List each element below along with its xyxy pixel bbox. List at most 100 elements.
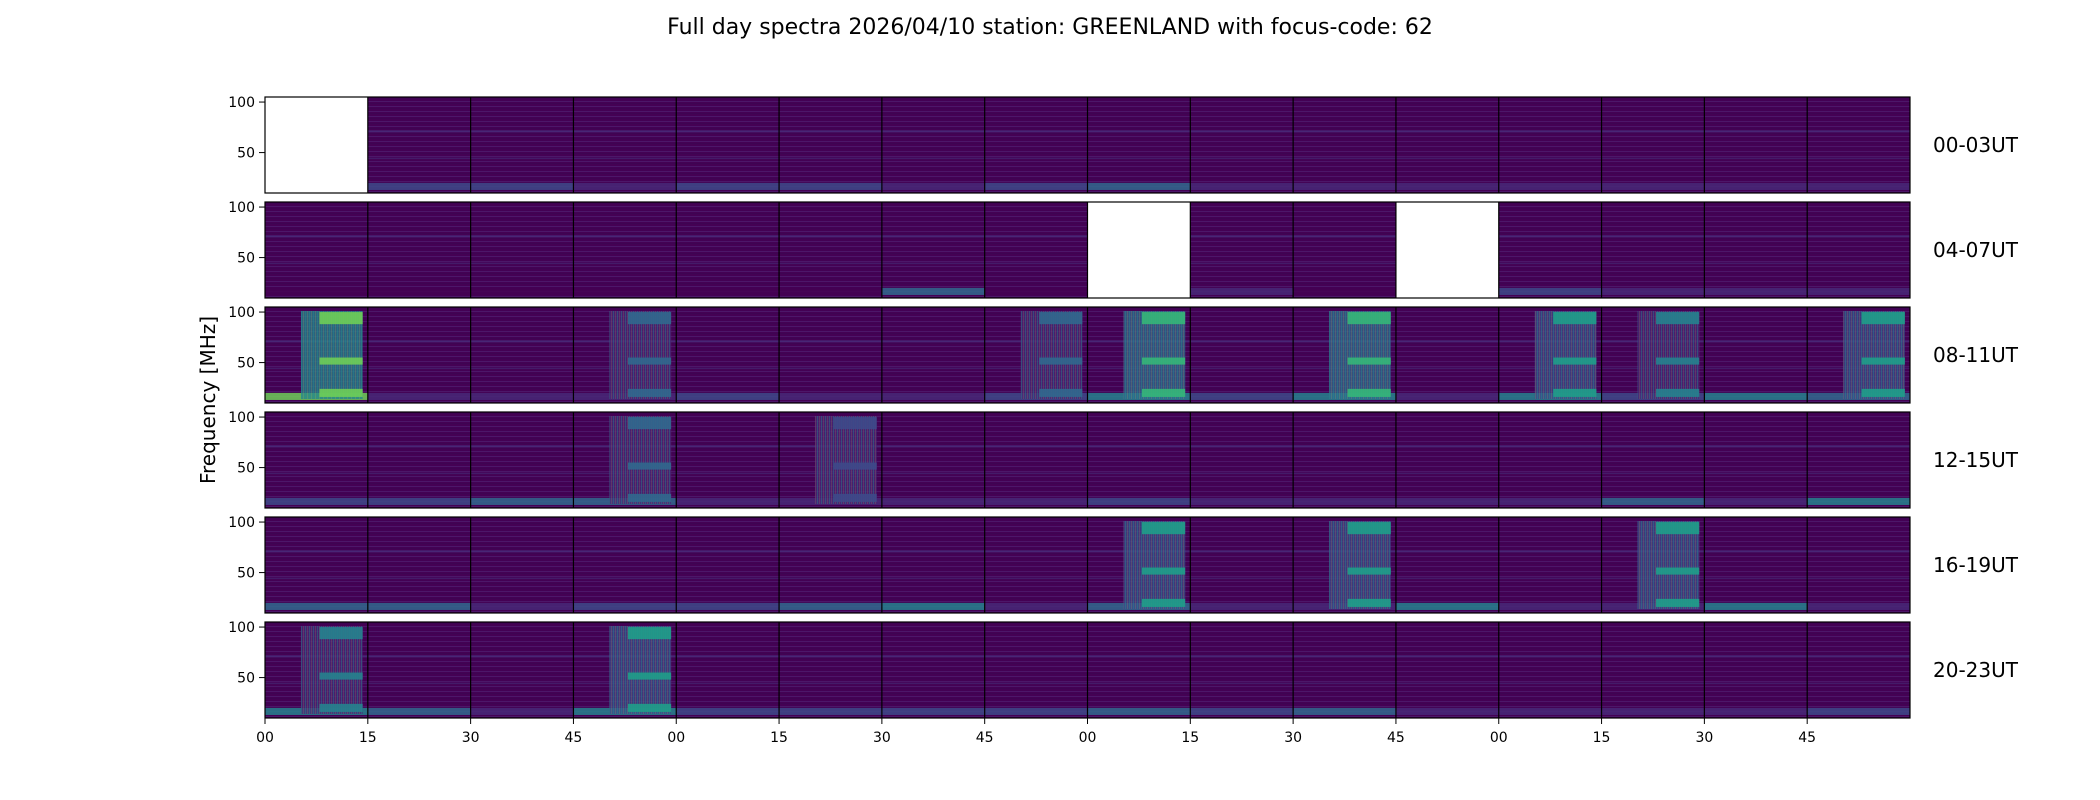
low-frequency-band: [984, 182, 1088, 190]
spectrum-panel: [1807, 412, 1910, 508]
broadcast-band-line: [676, 655, 780, 658]
broadcast-band-line: [265, 550, 368, 553]
panel-texture: [1087, 622, 1191, 718]
band-line: [779, 577, 882, 580]
spectrum-panel: [881, 622, 985, 718]
broadcast-band-line: [573, 550, 677, 553]
spectrum-panel: [1395, 307, 1499, 403]
spectrum-panel: [367, 622, 471, 718]
low-frequency-band: [1601, 182, 1705, 190]
panel-texture: [1190, 307, 1294, 403]
band-line: [881, 472, 985, 475]
row-time-label: 00-03UT: [1933, 133, 2019, 157]
broadcast-band-line: [367, 445, 471, 448]
band-line: [779, 367, 882, 370]
panel-texture: [1601, 412, 1705, 508]
panel-texture: [881, 622, 985, 718]
band-line: [1601, 157, 1705, 160]
radio-burst: [1123, 311, 1186, 399]
broadcast-band-line: [1190, 130, 1294, 133]
spectrum-panel: [881, 517, 985, 613]
low-frequency-band: [573, 287, 677, 295]
panel-texture: [1395, 97, 1499, 193]
spectra-row: [259, 201, 1911, 299]
panel-texture: [1498, 517, 1602, 613]
spectrum-panel: [470, 517, 574, 613]
band-line: [573, 577, 677, 580]
row-frame: [264, 306, 1911, 404]
burst-band: [1039, 357, 1083, 365]
broadcast-band-line: [1190, 340, 1294, 343]
spectrum-panel: [367, 202, 471, 298]
low-frequency-band: [470, 392, 574, 400]
burst-band: [1861, 312, 1905, 325]
low-frequency-band: [984, 707, 1088, 715]
band-line: [1498, 262, 1602, 265]
band-line: [984, 262, 1088, 265]
low-frequency-band: [1293, 287, 1396, 295]
broadcast-band-line: [1704, 235, 1808, 238]
panel-texture: [1807, 622, 1910, 718]
broadcast-band-line: [779, 235, 882, 238]
low-frequency-band: [265, 287, 368, 295]
band-line: [1293, 682, 1396, 685]
band-line: [1807, 262, 1910, 265]
low-frequency-band: [470, 707, 574, 715]
broadcast-band-line: [779, 655, 882, 658]
low-frequency-band: [1704, 287, 1808, 295]
low-frequency-band: [1807, 602, 1910, 610]
low-frequency-band: [779, 182, 882, 190]
band-line: [1087, 682, 1191, 685]
y-tick-label: 50: [237, 146, 255, 162]
spectrum-panel: [1190, 307, 1294, 403]
burst-band: [1141, 357, 1186, 365]
panel-texture: [1293, 622, 1396, 718]
band-line: [984, 682, 1088, 685]
burst-band: [627, 627, 672, 640]
spectrum-panel: [367, 307, 471, 403]
panel-texture: [1293, 202, 1396, 298]
spectrum-panel: [676, 622, 780, 718]
spectrum-panel: [779, 622, 882, 718]
missing-panel: [265, 97, 368, 193]
spectrum-panel: [1293, 97, 1396, 193]
panel-texture: [470, 622, 574, 718]
panel-texture: [573, 97, 677, 193]
band-line: [881, 682, 985, 685]
panel-texture: [676, 622, 780, 718]
spectrum-panel: [676, 202, 780, 298]
broadcast-band-line: [881, 655, 985, 658]
band-line: [1395, 577, 1499, 580]
low-frequency-band: [881, 392, 985, 400]
broadcast-band-line: [367, 550, 471, 553]
radio-burst: [609, 626, 672, 714]
band-line: [881, 157, 985, 160]
broadcast-band-line: [265, 235, 368, 238]
broadcast-band-line: [1087, 130, 1191, 133]
panel-texture: [1293, 97, 1396, 193]
x-tick-label: 45: [1798, 730, 1816, 746]
broadcast-band-line: [1601, 655, 1705, 658]
low-frequency-band: [367, 602, 471, 610]
spectrum-panel: [881, 202, 985, 298]
spectrum-panel: [1498, 97, 1602, 193]
broadcast-band-line: [984, 130, 1088, 133]
low-frequency-band: [676, 707, 780, 715]
row-frame: [264, 516, 1911, 614]
band-line: [1807, 682, 1910, 685]
spectrum-panel: [265, 202, 368, 298]
low-frequency-band: [1704, 392, 1808, 400]
band-line: [676, 367, 780, 370]
burst-band: [627, 703, 672, 712]
panel-texture: [1601, 97, 1705, 193]
broadcast-band-line: [470, 340, 574, 343]
broadcast-band-line: [881, 550, 985, 553]
panel-texture: [1498, 412, 1602, 508]
panel-texture: [984, 202, 1088, 298]
low-frequency-band: [265, 602, 368, 610]
spectrum-panel: [1293, 202, 1396, 298]
x-tick-label: 45: [976, 730, 994, 746]
band-line: [470, 157, 574, 160]
burst-texture: [1534, 311, 1597, 399]
band-line: [1293, 157, 1396, 160]
